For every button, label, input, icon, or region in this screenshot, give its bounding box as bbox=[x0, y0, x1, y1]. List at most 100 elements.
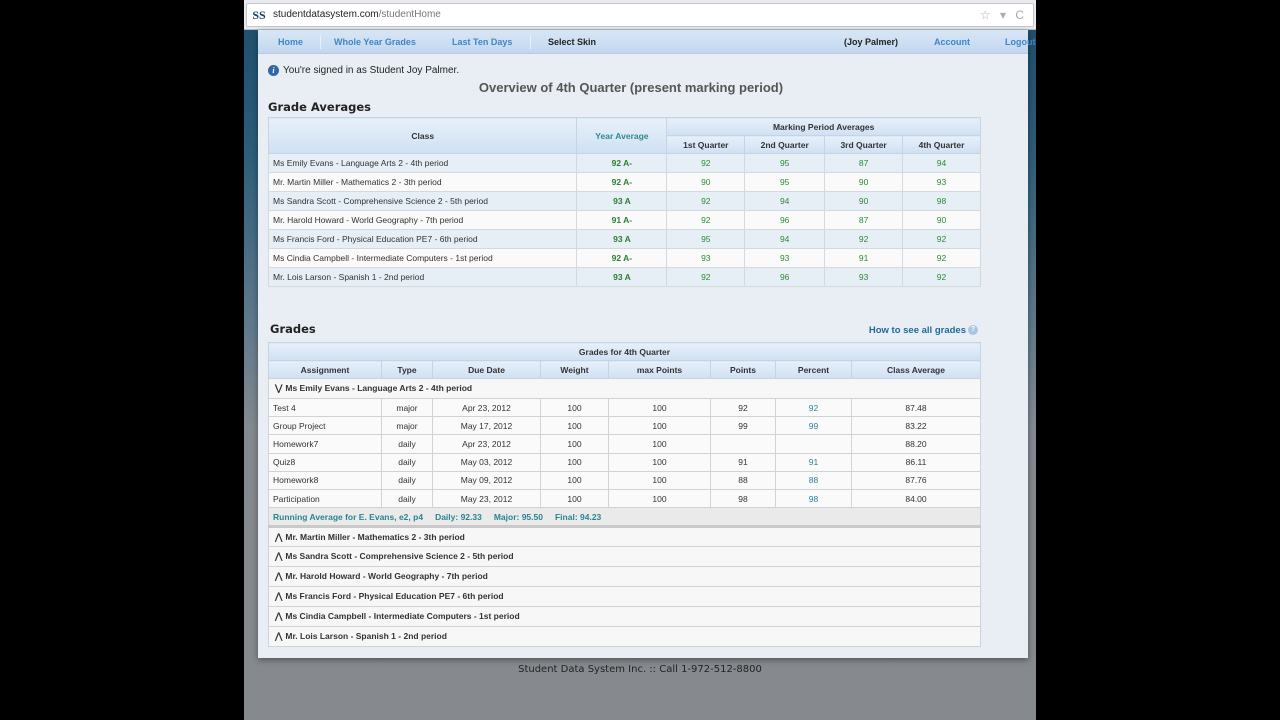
table-row: Mr. Harold Howard - World Geography - 7t… bbox=[267, 210, 981, 230]
nav-last-ten-days[interactable]: Last Ten Days bbox=[452, 37, 513, 47]
q3-average[interactable]: 90 bbox=[824, 191, 904, 211]
class-name: Mr. Lois Larson - Spanish 1 - 2nd period bbox=[267, 267, 578, 287]
q1-average[interactable]: 95 bbox=[666, 229, 746, 249]
q1-average[interactable]: 92 bbox=[666, 210, 746, 230]
weight: 100 bbox=[540, 416, 609, 436]
q2-average[interactable]: 96 bbox=[744, 210, 826, 230]
weight: 100 bbox=[540, 434, 609, 454]
how-to-see-all-grades-link[interactable]: How to see all grades? bbox=[869, 325, 978, 336]
q4-average[interactable]: 92 bbox=[902, 229, 981, 249]
chevron-up-icon: ⋀ bbox=[275, 611, 283, 622]
header-year-average[interactable]: Year Average bbox=[576, 117, 668, 154]
q2-average[interactable]: 95 bbox=[744, 172, 826, 192]
nav-home[interactable]: Home bbox=[278, 37, 304, 47]
grade-averages-title: Grade Averages bbox=[268, 100, 372, 114]
table-row: Participation daily May 23, 2012 100 100… bbox=[268, 488, 981, 509]
chevron-up-icon: ⋀ bbox=[275, 571, 283, 582]
assignment-type: major bbox=[381, 397, 433, 418]
year-average[interactable]: 92 A- bbox=[576, 248, 668, 268]
year-average[interactable]: 92 A- bbox=[576, 172, 668, 192]
q3-average[interactable]: 91 bbox=[824, 248, 904, 268]
q1-average[interactable]: 92 bbox=[666, 267, 746, 287]
q4-average[interactable]: 92 bbox=[902, 267, 981, 287]
year-average[interactable]: 92 A- bbox=[576, 153, 668, 173]
q2-average[interactable]: 95 bbox=[744, 153, 826, 173]
q1-average[interactable]: 90 bbox=[666, 172, 746, 192]
nav-logout[interactable]: Logout bbox=[1005, 37, 1036, 47]
header-marking-period-averages: Marking Period Averages bbox=[666, 117, 981, 136]
due-date: Apr 23, 2012 bbox=[432, 397, 541, 418]
running-average: Running Average for E. Evans, e2, p4 Dail… bbox=[268, 507, 981, 529]
class-name: Mr. Martin Miller - Mathematics 2 - 3th … bbox=[267, 172, 578, 192]
assignment-name: Quiz8 bbox=[268, 452, 382, 472]
header-q2: 2nd Quarter bbox=[744, 135, 826, 154]
weight: 100 bbox=[540, 452, 609, 472]
year-average[interactable]: 93 A bbox=[576, 229, 668, 249]
table-row: Homework8 daily May 09, 2012 100 100 88 … bbox=[268, 470, 981, 490]
year-average[interactable]: 91 A- bbox=[576, 210, 668, 230]
due-date: Apr 23, 2012 bbox=[432, 434, 541, 454]
class-group-toggle-collapsed[interactable]: ⋀ Mr. Harold Howard - World Geography - 7… bbox=[268, 566, 981, 588]
q3-average[interactable]: 93 bbox=[824, 267, 904, 287]
assignment-type: daily bbox=[381, 470, 433, 490]
year-average[interactable]: 93 A bbox=[576, 191, 668, 211]
points: 91 bbox=[710, 452, 776, 472]
max-points: 100 bbox=[608, 434, 711, 454]
url-field[interactable]: SS studentdatasystem.com/studentHome ☆ ▾… bbox=[246, 3, 1034, 27]
table-row: Mr. Martin Miller - Mathematics 2 - 3th … bbox=[267, 172, 981, 192]
q4-average[interactable]: 94 bbox=[902, 153, 981, 173]
chevron-up-icon: ⋀ bbox=[275, 551, 283, 562]
class-group-toggle-collapsed[interactable]: ⋀ Ms Francis Ford - Physical Education PE… bbox=[268, 586, 981, 608]
q3-average[interactable]: 92 bbox=[824, 229, 904, 249]
header-assignment: Assignment bbox=[268, 360, 382, 379]
q2-average[interactable]: 94 bbox=[744, 229, 826, 249]
q3-average[interactable]: 87 bbox=[824, 210, 904, 230]
table-row: Test 4 major Apr 23, 2012 100 100 92 92 … bbox=[268, 397, 981, 418]
grade-averages-table: Class Year Average Marking Period Averag… bbox=[267, 117, 981, 287]
due-date: May 03, 2012 bbox=[432, 452, 541, 472]
class-group-toggle-expanded[interactable]: ⋁ Ms Emily Evans - Language Arts 2 - 4th … bbox=[268, 378, 981, 399]
help-icon[interactable]: ? bbox=[968, 325, 978, 335]
nav-whole-year-grades[interactable]: Whole Year Grades bbox=[334, 37, 416, 47]
q4-average[interactable]: 92 bbox=[902, 248, 981, 268]
max-points: 100 bbox=[608, 452, 711, 472]
class-group-toggle-collapsed[interactable]: ⋀ Ms Sandra Scott - Comprehensive Science… bbox=[268, 546, 981, 568]
page-title: Overview of 4th Quarter (present marking… bbox=[478, 80, 784, 95]
grades-title: Grades bbox=[270, 322, 316, 336]
q1-average[interactable]: 92 bbox=[666, 153, 746, 173]
due-date: May 09, 2012 bbox=[432, 470, 541, 490]
max-points: 100 bbox=[608, 488, 711, 509]
q4-average[interactable]: 93 bbox=[902, 172, 981, 192]
q2-average[interactable]: 94 bbox=[744, 191, 826, 211]
table-row: Homework7 daily Apr 23, 2012 100 100 88.… bbox=[268, 434, 981, 454]
q3-average[interactable]: 90 bbox=[824, 172, 904, 192]
q3-average[interactable]: 87 bbox=[824, 153, 904, 173]
class-group-toggle-collapsed[interactable]: ⋀ Mr. Lois Larson - Spanish 1 - 2nd perio… bbox=[268, 626, 981, 648]
year-average[interactable]: 93 A bbox=[576, 267, 668, 287]
class-average: 88.20 bbox=[851, 434, 981, 454]
nav-divider bbox=[320, 35, 321, 49]
q4-average[interactable]: 98 bbox=[902, 191, 981, 211]
header-q1: 1st Quarter bbox=[666, 135, 746, 154]
q4-average[interactable]: 90 bbox=[902, 210, 981, 230]
url-text[interactable]: studentdatasystem.com/studentHome bbox=[273, 9, 441, 20]
q2-average[interactable]: 96 bbox=[744, 267, 826, 287]
percent bbox=[775, 434, 852, 454]
assignment-type: daily bbox=[381, 488, 433, 509]
header-q3: 3rd Quarter bbox=[824, 135, 904, 154]
due-date: May 17, 2012 bbox=[432, 416, 541, 436]
max-points: 100 bbox=[608, 470, 711, 490]
class-name: Ms Francis Ford - Physical Education PE7… bbox=[267, 229, 578, 249]
bookmark-star-and-reload-icons[interactable]: ☆ ▾ C bbox=[979, 8, 1027, 22]
q1-average[interactable]: 93 bbox=[666, 248, 746, 268]
nav-select-skin[interactable]: Select Skin bbox=[548, 37, 597, 47]
class-group-toggle-collapsed[interactable]: ⋀ Ms Cindia Campbell - Intermediate Compu… bbox=[268, 606, 981, 628]
q2-average[interactable]: 93 bbox=[744, 248, 826, 268]
class-group-toggle-collapsed[interactable]: ⋀ Mr. Martin Miller - Mathematics 2 - 3th… bbox=[268, 526, 981, 548]
q1-average[interactable]: 92 bbox=[666, 191, 746, 211]
assignment-type: daily bbox=[381, 452, 433, 472]
nav-account[interactable]: Account bbox=[934, 37, 970, 47]
assignment-name: Participation bbox=[268, 488, 382, 509]
percent: 88 bbox=[775, 470, 852, 490]
header-class: Class bbox=[267, 117, 578, 154]
